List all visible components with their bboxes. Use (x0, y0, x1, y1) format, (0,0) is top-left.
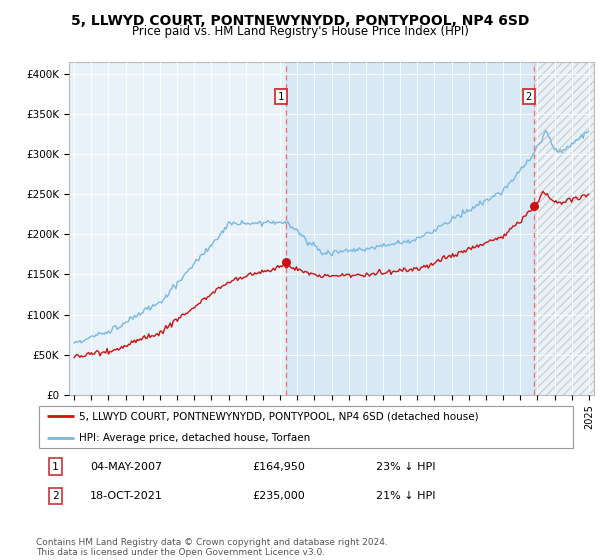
Text: 5, LLWYD COURT, PONTNEWYNYDD, PONTYPOOL, NP4 6SD (detached house): 5, LLWYD COURT, PONTNEWYNYDD, PONTYPOOL,… (79, 411, 479, 421)
FancyBboxPatch shape (39, 405, 574, 449)
Text: Contains HM Land Registry data © Crown copyright and database right 2024.
This d: Contains HM Land Registry data © Crown c… (36, 538, 388, 557)
Text: Price paid vs. HM Land Registry's House Price Index (HPI): Price paid vs. HM Land Registry's House … (131, 25, 469, 38)
Text: £164,950: £164,950 (252, 461, 305, 472)
Point (281, 258, 291, 267)
Point (529, 202, 539, 211)
Text: 18-OCT-2021: 18-OCT-2021 (90, 491, 163, 501)
Bar (534, 62, 594, 395)
Text: 2: 2 (526, 92, 532, 101)
Text: 1: 1 (52, 461, 59, 472)
Text: 5, LLWYD COURT, PONTNEWYNYDD, PONTYPOOL, NP4 6SD: 5, LLWYD COURT, PONTNEWYNYDD, PONTYPOOL,… (71, 14, 529, 28)
Text: 04-MAY-2007: 04-MAY-2007 (90, 461, 162, 472)
Text: 21% ↓ HPI: 21% ↓ HPI (376, 491, 436, 501)
Bar (534, 62, 594, 395)
Text: £235,000: £235,000 (252, 491, 305, 501)
Text: HPI: Average price, detached house, Torfaen: HPI: Average price, detached house, Torf… (79, 433, 310, 443)
Text: 1: 1 (278, 92, 284, 101)
Text: 2: 2 (52, 491, 59, 501)
Text: 23% ↓ HPI: 23% ↓ HPI (376, 461, 436, 472)
Bar (286, 62, 534, 395)
